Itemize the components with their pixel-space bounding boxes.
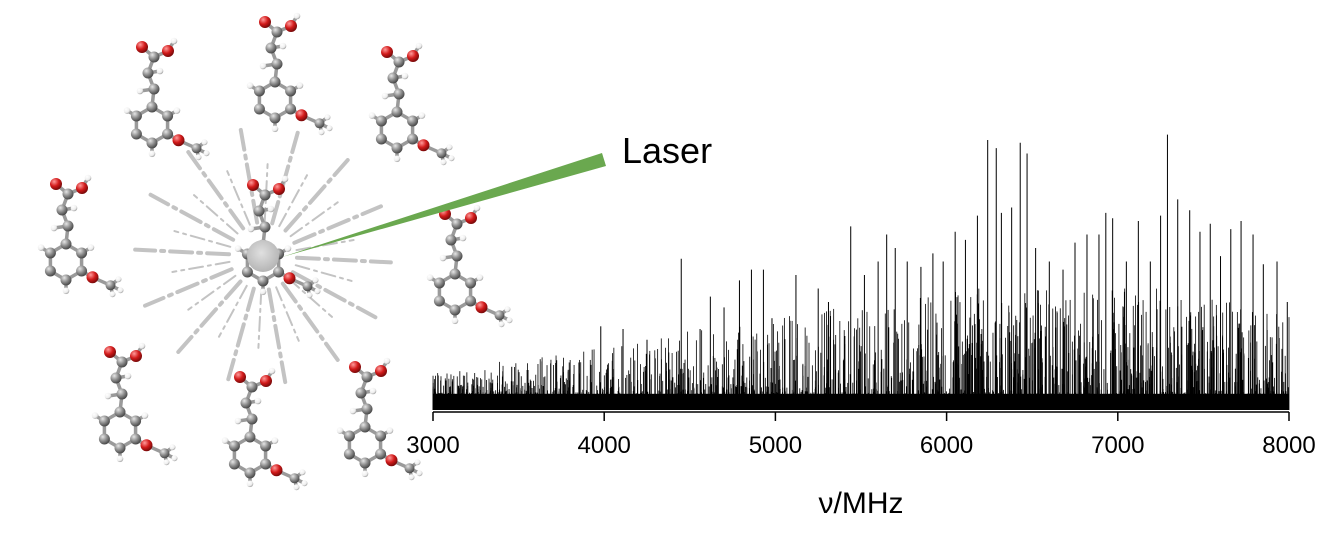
rotational-spectrum-chart: 3000 4000 5000 6000 7000 8000 ν/MHz [406, 134, 1316, 520]
plume-ray [292, 204, 383, 245]
plume-ray [290, 270, 378, 320]
plume-ray [193, 194, 239, 235]
plume-ray [226, 170, 251, 226]
plume-ray [289, 201, 339, 238]
laser-label: Laser [622, 130, 712, 171]
plume-ray [278, 174, 309, 228]
ablation-spot [247, 240, 279, 272]
plume-ray [187, 274, 237, 311]
plume-ray [186, 150, 246, 231]
plume-ray [173, 230, 232, 248]
plume-ray [171, 260, 231, 273]
ablation-plume [133, 127, 393, 385]
molecule [221, 367, 308, 491]
spectrum-lines [432, 134, 1290, 410]
plume-ray [283, 158, 350, 233]
x-tick-label: 4000 [578, 432, 631, 459]
x-tick-label: 7000 [1091, 432, 1144, 459]
plume-ray [257, 288, 263, 349]
x-tick-label: 8000 [1262, 432, 1315, 459]
x-tick-label: 6000 [920, 432, 973, 459]
plume-ray [148, 192, 236, 242]
x-tick-label: 3000 [406, 432, 459, 459]
molecule [246, 12, 333, 136]
plume-ray [133, 247, 232, 257]
plume-ray [294, 264, 353, 282]
plume-ray [238, 127, 260, 225]
plume-ray [295, 239, 355, 252]
plume-ray [266, 287, 288, 385]
plume-ray [176, 279, 243, 354]
molecule [426, 204, 513, 328]
plume-ray [143, 267, 234, 308]
molecule [37, 174, 124, 298]
molecule [336, 357, 423, 481]
plume-ray [294, 255, 393, 265]
molecule [368, 42, 455, 166]
plume-ray [280, 281, 340, 362]
molecule-cloud [37, 12, 513, 491]
x-axis-ticks: 3000 4000 5000 6000 7000 8000 [406, 412, 1316, 459]
x-tick-label: 5000 [749, 432, 802, 459]
molecule [123, 37, 210, 161]
x-axis-label: ν/MHz [819, 487, 904, 520]
plume-ray [275, 286, 300, 342]
plume-ray [226, 286, 256, 382]
laser-beam [282, 153, 606, 257]
laser-beam-group: Laser [247, 130, 712, 272]
plume-ray [217, 284, 248, 338]
molecule [91, 342, 178, 466]
